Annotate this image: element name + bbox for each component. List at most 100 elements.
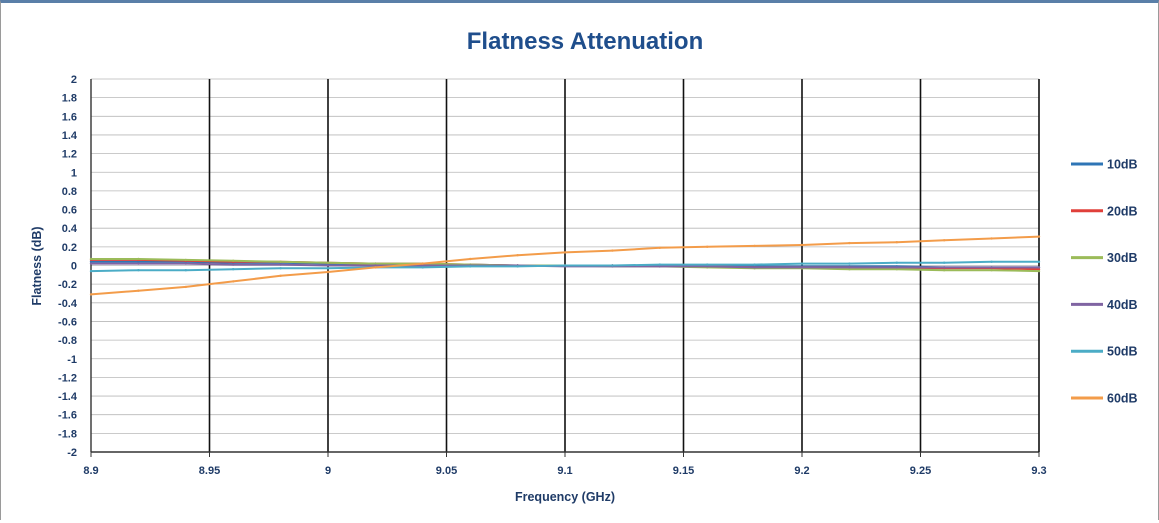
axes bbox=[90, 79, 1040, 457]
data-point-50dB bbox=[184, 269, 187, 272]
y-tick-label: 2 bbox=[71, 74, 77, 86]
data-point-30dB bbox=[326, 261, 330, 264]
y-tick-label: 0.6 bbox=[62, 205, 77, 217]
x-axis-title: Frequency (GHz) bbox=[515, 490, 615, 504]
data-point-40dB bbox=[800, 266, 804, 269]
data-point-60dB bbox=[800, 243, 804, 247]
legend-label-10dB: 10dB bbox=[1107, 158, 1138, 172]
data-point-10dB bbox=[137, 260, 140, 263]
data-point-40dB bbox=[753, 266, 756, 269]
data-point-50dB bbox=[848, 262, 851, 265]
data-point-30dB bbox=[1037, 269, 1041, 273]
data-point-40dB bbox=[326, 264, 330, 267]
y-tick-label: 1.4 bbox=[62, 130, 78, 142]
data-point-60dB bbox=[563, 251, 567, 254]
y-tick-label: -1.2 bbox=[58, 372, 77, 384]
data-point-50dB bbox=[516, 265, 519, 268]
y-tick-label: 1.8 bbox=[62, 93, 77, 105]
data-point-50dB bbox=[563, 264, 567, 267]
data-point-50dB bbox=[421, 266, 424, 269]
data-point-30dB bbox=[184, 258, 187, 262]
data-point-60dB bbox=[848, 241, 851, 245]
data-point-60dB bbox=[469, 257, 472, 261]
data-point-50dB bbox=[279, 267, 282, 270]
data-point-30dB bbox=[848, 268, 851, 271]
data-point-40dB bbox=[895, 266, 898, 269]
data-point-40dB bbox=[943, 266, 946, 269]
y-tick-label: 1.6 bbox=[62, 111, 77, 123]
x-tick-label: 9.15 bbox=[673, 465, 694, 477]
y-tick-label: 1.2 bbox=[62, 149, 77, 161]
y-tick-label: 0.4 bbox=[62, 223, 78, 235]
data-point-30dB bbox=[895, 268, 898, 271]
data-point-50dB bbox=[469, 265, 472, 268]
data-point-30dB bbox=[374, 262, 377, 265]
data-point-60dB bbox=[1037, 235, 1041, 238]
y-tick-label: -0.6 bbox=[58, 316, 77, 328]
y-tick-label: -0.8 bbox=[58, 335, 77, 347]
data-point-40dB bbox=[279, 263, 282, 266]
data-point-50dB bbox=[326, 267, 330, 270]
data-point-60dB bbox=[753, 244, 756, 248]
data-point-40dB bbox=[848, 266, 851, 269]
data-point-30dB bbox=[89, 257, 93, 261]
legend-label-40dB: 40dB bbox=[1107, 298, 1138, 312]
data-point-60dB bbox=[516, 254, 519, 257]
y-tick-label: -1.6 bbox=[58, 410, 77, 422]
data-point-40dB bbox=[137, 262, 140, 265]
data-point-30dB bbox=[137, 257, 140, 261]
data-point-60dB bbox=[279, 274, 282, 277]
data-point-50dB bbox=[990, 260, 993, 263]
data-point-40dB bbox=[232, 263, 235, 266]
y-axis-title: Flatness (dB) bbox=[30, 226, 44, 305]
x-tick-label: 8.95 bbox=[199, 465, 220, 477]
y-tick-label: -1.8 bbox=[58, 428, 77, 440]
data-point-30dB bbox=[279, 260, 282, 263]
data-point-60dB bbox=[232, 280, 235, 283]
data-point-30dB bbox=[232, 259, 235, 262]
data-point-50dB bbox=[943, 261, 946, 264]
data-point-40dB bbox=[89, 262, 93, 265]
data-point-30dB bbox=[943, 269, 946, 272]
y-tick-label: 0 bbox=[71, 261, 77, 273]
data-point-50dB bbox=[895, 261, 898, 264]
data-point-60dB bbox=[611, 249, 614, 252]
x-tick-label: 9.25 bbox=[910, 465, 931, 477]
flatness-attenuation-chart: Flatness Attenuation 2 1.8 1.6 1.4 1.2 1 0.8 0.… bbox=[30, 28, 1138, 504]
x-tick-label: 8.9 bbox=[83, 465, 98, 477]
data-point-50dB bbox=[232, 268, 235, 271]
data-point-20dB bbox=[1037, 268, 1041, 271]
x-tick-label: 9.1 bbox=[557, 465, 572, 477]
data-point-50dB bbox=[89, 269, 93, 273]
data-point-60dB bbox=[89, 293, 93, 296]
series-lines bbox=[89, 235, 1041, 296]
data-point-40dB bbox=[658, 265, 661, 268]
y-tick-label: 0.8 bbox=[62, 186, 77, 198]
data-point-50dB bbox=[611, 264, 614, 267]
data-point-50dB bbox=[800, 262, 804, 265]
data-point-60dB bbox=[374, 266, 377, 269]
legend-label-30dB: 30dB bbox=[1107, 251, 1138, 265]
legend-label-20dB: 20dB bbox=[1107, 204, 1138, 218]
data-point-40dB bbox=[184, 262, 187, 265]
data-point-40dB bbox=[1037, 266, 1041, 269]
data-point-60dB bbox=[990, 237, 993, 240]
data-point-50dB bbox=[1037, 260, 1041, 263]
y-tick-label: 1 bbox=[71, 167, 77, 179]
data-point-60dB bbox=[943, 239, 946, 242]
y-tick-label: -0.2 bbox=[58, 279, 77, 291]
data-point-40dB bbox=[706, 265, 709, 268]
data-point-50dB bbox=[137, 269, 140, 272]
data-point-50dB bbox=[706, 263, 709, 266]
legend: 10dB 20dB 30dB 40dB 50dB 60dB bbox=[1071, 158, 1138, 406]
y-tick-label: 0.2 bbox=[62, 242, 77, 254]
y-tick-label: -1 bbox=[67, 354, 77, 366]
data-point-60dB bbox=[421, 262, 424, 265]
y-tick-label: -1.4 bbox=[58, 391, 78, 403]
data-point-60dB bbox=[706, 245, 709, 248]
data-point-40dB bbox=[374, 264, 377, 267]
data-point-10dB bbox=[89, 260, 93, 263]
x-tick-label: 9.2 bbox=[794, 465, 809, 477]
x-tick-label: 9 bbox=[325, 465, 331, 477]
chart-title: Flatness Attenuation bbox=[467, 28, 703, 55]
